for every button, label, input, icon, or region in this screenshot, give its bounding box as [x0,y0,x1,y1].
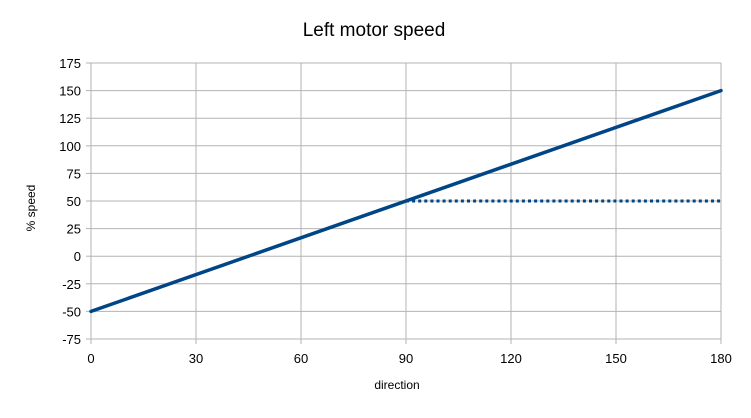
y-tick-label: 0 [74,249,81,264]
y-tick-label: 175 [59,56,81,71]
x-tick-label: 60 [294,351,308,366]
x-tick-label: 120 [500,351,522,366]
y-tick-label: 125 [59,111,81,126]
y-tick-label: -25 [62,277,81,292]
x-axis-title: direction [374,378,419,392]
y-axis-title: % speed [24,185,38,232]
x-tick-label: 30 [189,351,203,366]
chart-title: Left motor speed [303,20,446,41]
x-tick-label: 180 [710,351,732,366]
y-tick-label: -75 [62,332,81,347]
y-tick-label: 150 [59,84,81,99]
x-tick-label: 0 [87,351,94,366]
y-tick-label: 25 [67,222,81,237]
x-tick-labels: 0 30 60 90 120 150 180 [87,351,731,366]
x-tick-label: 150 [605,351,627,366]
y-tick-label: 75 [67,166,81,181]
x-tick-label: 90 [399,351,413,366]
y-tick-label: 100 [59,139,81,154]
series-lines [89,88,723,314]
y-tick-label: 50 [67,194,81,209]
y-tick-labels: -75 -50 -25 0 25 50 75 100 125 150 175 [59,56,81,347]
y-tick-label: -50 [62,304,81,319]
